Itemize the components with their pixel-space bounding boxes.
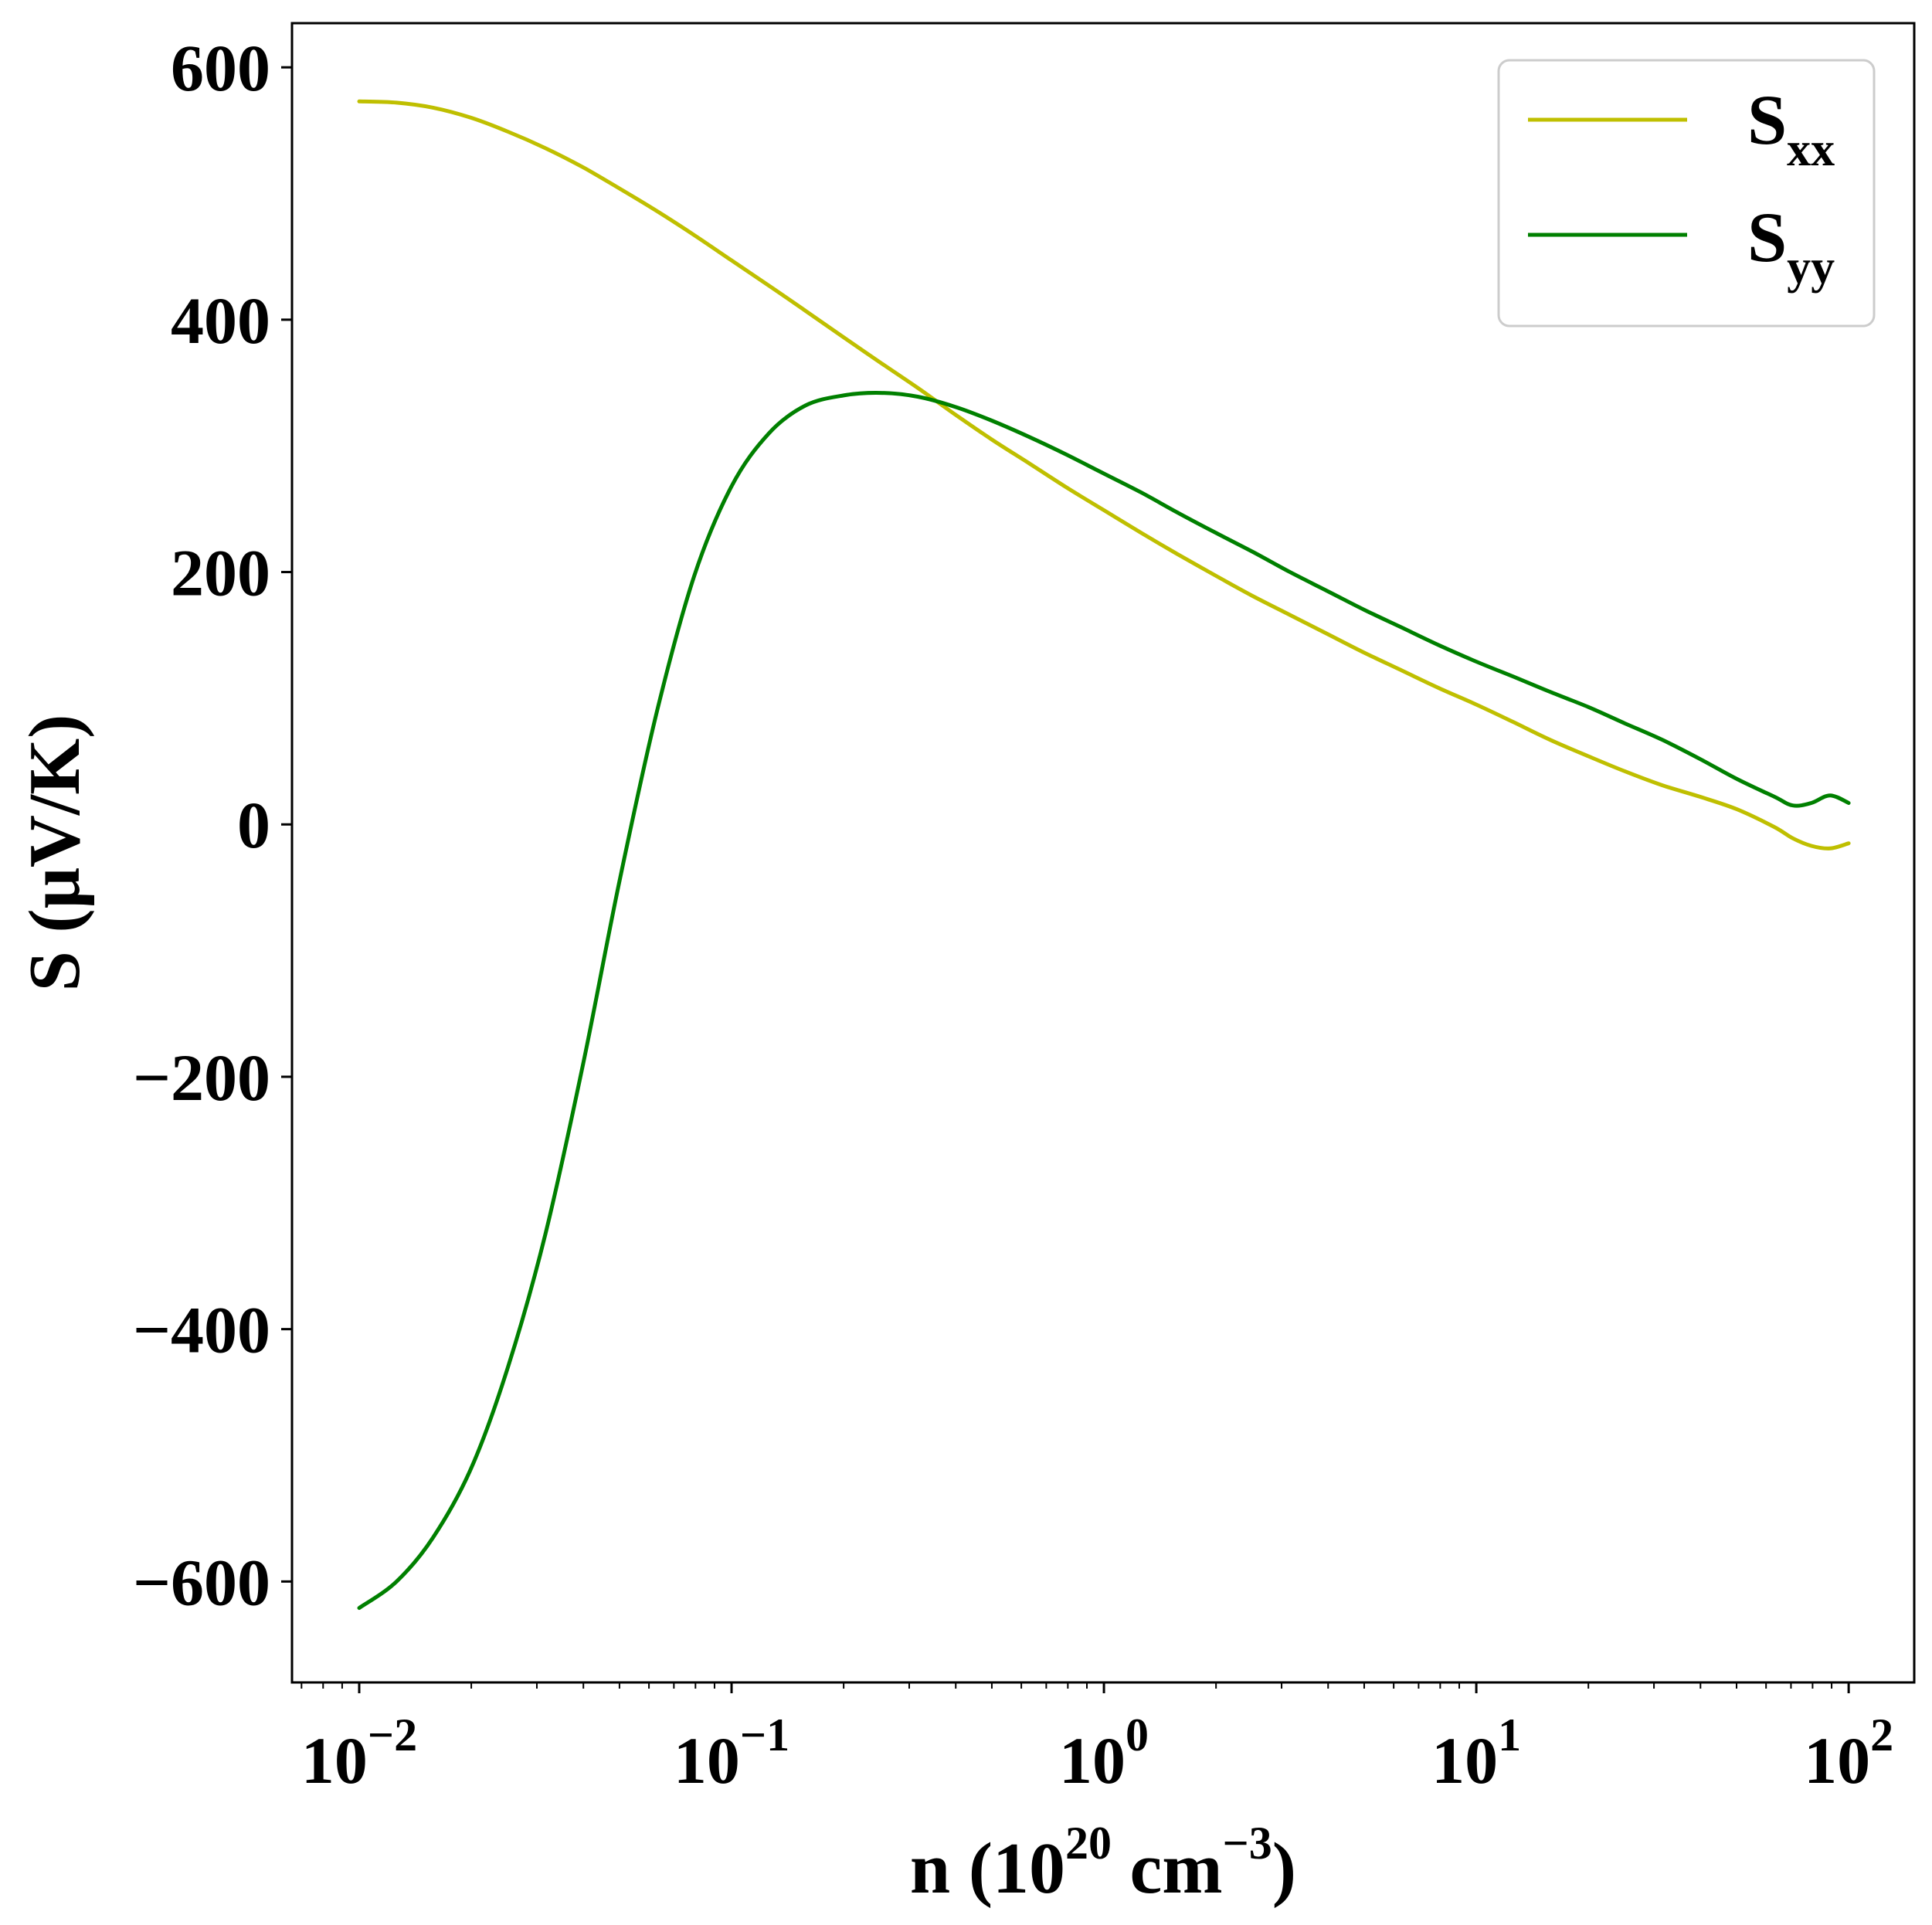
legend-sxx-sub: xx <box>1787 124 1835 176</box>
legend-frame <box>1497 59 1876 328</box>
x-tick-label: 10−2 <box>301 1709 417 1798</box>
x-tick-label-base: 10 <box>301 1723 368 1798</box>
x-axis-label: n (1020 cm−3) <box>910 1818 1296 1909</box>
legend: Sxx Syy <box>1497 59 1876 328</box>
x-tick-label-exp: −2 <box>368 1709 417 1760</box>
series-line-yy <box>357 391 1851 1611</box>
y-tick-label: −200 <box>133 1041 270 1115</box>
x-tick-label-base: 10 <box>674 1723 740 1798</box>
x-axis-label-end: ) <box>1272 1828 1296 1909</box>
x-tick-label-exp: 0 <box>1126 1709 1149 1760</box>
x-tick-label-exp: 1 <box>1498 1709 1521 1760</box>
x-tick-label-base: 10 <box>1431 1723 1498 1798</box>
x-tick-label: 101 <box>1431 1709 1521 1798</box>
legend-syy-sub: yy <box>1787 241 1835 294</box>
x-tick-label: 10−1 <box>674 1709 789 1798</box>
x-tick-label-exp: −1 <box>740 1709 789 1760</box>
x-axis: 10−2 10−1 100 101 102 <box>300 1682 1893 1798</box>
series-line-xx <box>357 99 1851 850</box>
x-axis-label-mid: cm <box>1112 1828 1223 1909</box>
legend-entry-syy: Syy <box>1747 198 1835 294</box>
y-axis: −600 −400 −200 0 200 400 600 <box>133 31 292 1619</box>
y-tick-label: 200 <box>171 536 270 610</box>
y-axis-label: S (μV/K) <box>15 715 95 992</box>
x-axis-label-exp1: 20 <box>1065 1818 1112 1869</box>
x-tick-label: 100 <box>1059 1709 1149 1798</box>
y-tick-label: 400 <box>171 283 270 358</box>
y-tick-label: 0 <box>237 788 270 862</box>
y-tick-label: −600 <box>133 1545 270 1619</box>
x-tick-label: 102 <box>1804 1709 1893 1798</box>
legend-syy-main: S <box>1747 198 1787 277</box>
x-tick-label-base: 10 <box>1804 1723 1870 1798</box>
x-tick-label-base: 10 <box>1059 1723 1126 1798</box>
legend-entry-sxx: Sxx <box>1747 80 1835 176</box>
series-layer <box>357 99 1851 1611</box>
y-tick-label: 600 <box>171 31 270 105</box>
x-tick-label-exp: 2 <box>1870 1709 1893 1760</box>
x-axis-label-base: n (10 <box>910 1828 1065 1909</box>
y-tick-label: −400 <box>133 1293 270 1367</box>
legend-sxx-main: S <box>1747 80 1787 159</box>
x-axis-label-exp2: −3 <box>1223 1818 1272 1869</box>
